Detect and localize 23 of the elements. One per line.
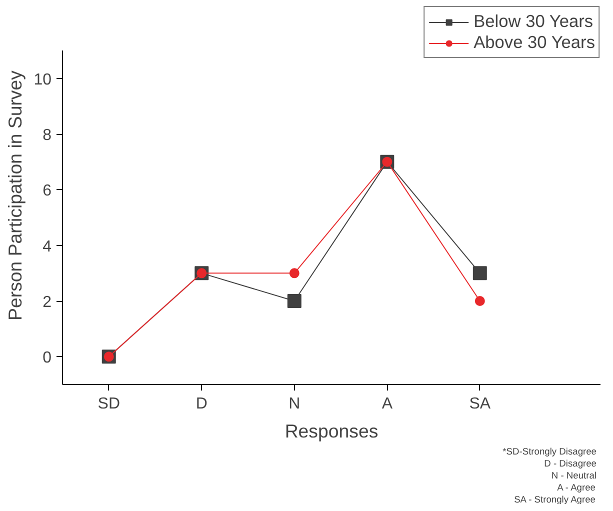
y-axis-title: Person Participation in Survey bbox=[4, 70, 26, 320]
point bbox=[474, 296, 485, 306]
x-tick-label: SD bbox=[98, 396, 120, 412]
x-axis-title: Responses bbox=[284, 420, 378, 442]
y-tick-label: 2 bbox=[42, 294, 52, 311]
point bbox=[289, 268, 300, 278]
x-tick-label: SA bbox=[469, 396, 491, 412]
legend-label: Below 30 Years bbox=[474, 11, 594, 32]
text: A - Agree bbox=[557, 482, 596, 492]
y-tick-label: 0 bbox=[42, 350, 52, 367]
x-tick-label: A bbox=[382, 396, 393, 412]
y-tick-label: 8 bbox=[42, 127, 52, 144]
y-tick-label: 10 bbox=[34, 71, 52, 88]
text: *SD-Strongly Disagree bbox=[502, 446, 597, 456]
y-tick-label: 6 bbox=[42, 182, 52, 200]
y-tick-label: 4 bbox=[42, 238, 52, 256]
x-tick-label: D bbox=[196, 396, 208, 412]
text: N - Neutral bbox=[551, 470, 597, 480]
point bbox=[472, 266, 487, 280]
legend-label: Above 30 Years bbox=[474, 32, 595, 53]
text: D - Disagree bbox=[544, 458, 596, 468]
point bbox=[287, 294, 302, 308]
x-tick-label: N bbox=[288, 396, 300, 412]
